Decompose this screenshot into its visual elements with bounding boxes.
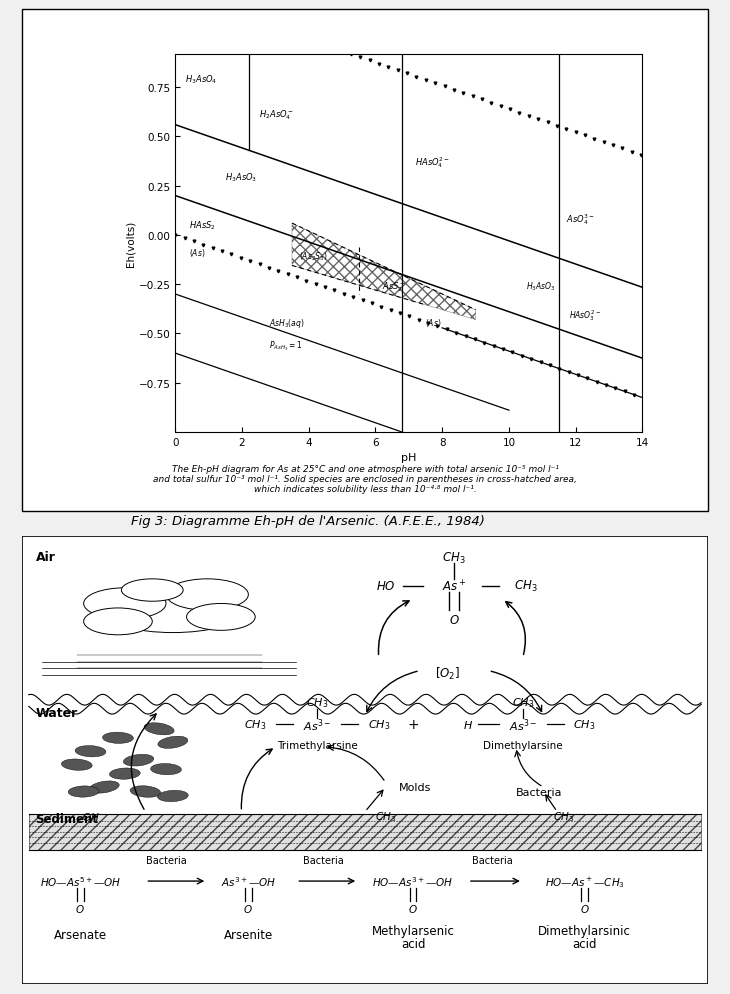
Text: Dimethylarsine: Dimethylarsine [483, 741, 563, 750]
Text: acid: acid [572, 937, 597, 950]
Ellipse shape [187, 603, 255, 630]
Ellipse shape [62, 758, 92, 771]
Text: Bacteria: Bacteria [516, 786, 562, 797]
Text: $CH_3$: $CH_3$ [515, 579, 538, 593]
Ellipse shape [166, 580, 248, 610]
Text: $AsO_4^{3-}$: $AsO_4^{3-}$ [566, 212, 595, 227]
Text: $O$: $O$ [408, 902, 418, 914]
Text: $CH_3$: $CH_3$ [442, 551, 466, 566]
Ellipse shape [75, 746, 106, 757]
Text: Molds: Molds [399, 782, 431, 792]
Ellipse shape [131, 785, 161, 798]
Text: $O$: $O$ [75, 902, 85, 914]
Ellipse shape [89, 781, 119, 793]
Ellipse shape [84, 588, 166, 619]
Text: Air: Air [36, 551, 55, 564]
Text: $CH_3$: $CH_3$ [375, 809, 396, 823]
Text: $(As)$: $(As)$ [426, 317, 442, 329]
Text: $HO — As^{3+} — OH$: $HO — As^{3+} — OH$ [372, 875, 453, 888]
Text: $AsS_2^-$: $AsS_2^-$ [382, 279, 406, 293]
X-axis label: pH: pH [401, 453, 417, 463]
Text: Water: Water [36, 707, 78, 720]
Ellipse shape [158, 737, 188, 748]
Text: $H_3AsO_3$: $H_3AsO_3$ [226, 172, 258, 184]
Ellipse shape [84, 608, 153, 635]
Text: $CH_3$: $CH_3$ [367, 718, 390, 732]
Text: $As^{3-}$: $As^{3-}$ [303, 717, 331, 733]
Text: $H_3AsO_4$: $H_3AsO_4$ [185, 74, 218, 85]
Text: $(As_2S_3)$: $(As_2S_3)$ [299, 250, 327, 262]
Text: Bacteria: Bacteria [472, 856, 512, 866]
Text: $P_{AsH_3}=1$: $P_{AsH_3}=1$ [269, 339, 302, 352]
Ellipse shape [104, 592, 242, 633]
Text: $HO$: $HO$ [376, 580, 396, 592]
Ellipse shape [110, 768, 140, 779]
Ellipse shape [123, 754, 154, 766]
Ellipse shape [158, 790, 188, 802]
Text: $HO — As^{5+} — OH$: $HO — As^{5+} — OH$ [39, 875, 121, 888]
Text: $HAsO_4^{2-}$: $HAsO_4^{2-}$ [415, 154, 450, 169]
Ellipse shape [151, 763, 181, 775]
Text: Bacteria: Bacteria [145, 856, 186, 866]
Text: Dimethylarsinic: Dimethylarsinic [538, 923, 631, 937]
Text: $AsH_3(aq)$: $AsH_3(aq)$ [269, 317, 304, 330]
Text: $O$: $O$ [244, 902, 253, 914]
Text: Fig 3: Diagramme Eh-pH de l'Arsenic. (A.F.E.E., 1984): Fig 3: Diagramme Eh-pH de l'Arsenic. (A.… [131, 515, 485, 528]
Text: $As^{3-}$: $As^{3-}$ [509, 717, 537, 733]
Text: $H_2AsO_4^-$: $H_2AsO_4^-$ [258, 108, 293, 122]
Text: $[O_2]$: $[O_2]$ [435, 665, 460, 681]
Ellipse shape [121, 580, 183, 601]
Text: $HAsO_3^{2-}$: $HAsO_3^{2-}$ [569, 308, 601, 323]
Text: Bacteria: Bacteria [304, 856, 345, 866]
Text: $O$: $O$ [449, 613, 460, 626]
Bar [28, 814, 702, 850]
Text: $As^+$: $As^+$ [442, 579, 466, 593]
Text: $CH_3$: $CH_3$ [573, 718, 596, 732]
Text: $CH_3$: $CH_3$ [512, 696, 534, 709]
Text: $HAsS_2$: $HAsS_2$ [188, 219, 215, 232]
Text: $+$: $+$ [407, 718, 419, 732]
Ellipse shape [145, 723, 174, 736]
Text: $CH_3$: $CH_3$ [244, 718, 266, 732]
Text: Trimethylarsine: Trimethylarsine [277, 741, 358, 750]
Text: Arsenite: Arsenite [223, 928, 273, 941]
Text: $HO — As^+ — CH_3$: $HO — As^+ — CH_3$ [545, 874, 625, 889]
Ellipse shape [103, 733, 134, 744]
Text: $O$: $O$ [580, 902, 589, 914]
Text: The Eh-pH diagram for As at 25°C and one atmosphere with total arsenic 10⁻⁵ mol : The Eh-pH diagram for As at 25°C and one… [153, 464, 577, 494]
Text: $(As)$: $(As)$ [188, 247, 205, 258]
Y-axis label: Eh(volts): Eh(volts) [126, 221, 136, 266]
Text: Methylarsenic: Methylarsenic [372, 923, 455, 937]
Text: $CH_3$: $CH_3$ [306, 696, 328, 709]
Text: $H_3AsO_3$: $H_3AsO_3$ [526, 279, 556, 292]
Text: Sediment: Sediment [36, 812, 99, 825]
Text: $As^{3+} — OH$: $As^{3+} — OH$ [220, 875, 276, 888]
Ellipse shape [69, 786, 99, 797]
Text: $H$: $H$ [463, 719, 473, 731]
Text: $CH_3$: $CH_3$ [553, 809, 575, 823]
Text: acid: acid [401, 937, 426, 950]
Text: $OH$: $OH$ [82, 810, 99, 822]
Text: Arsenate: Arsenate [54, 928, 107, 941]
